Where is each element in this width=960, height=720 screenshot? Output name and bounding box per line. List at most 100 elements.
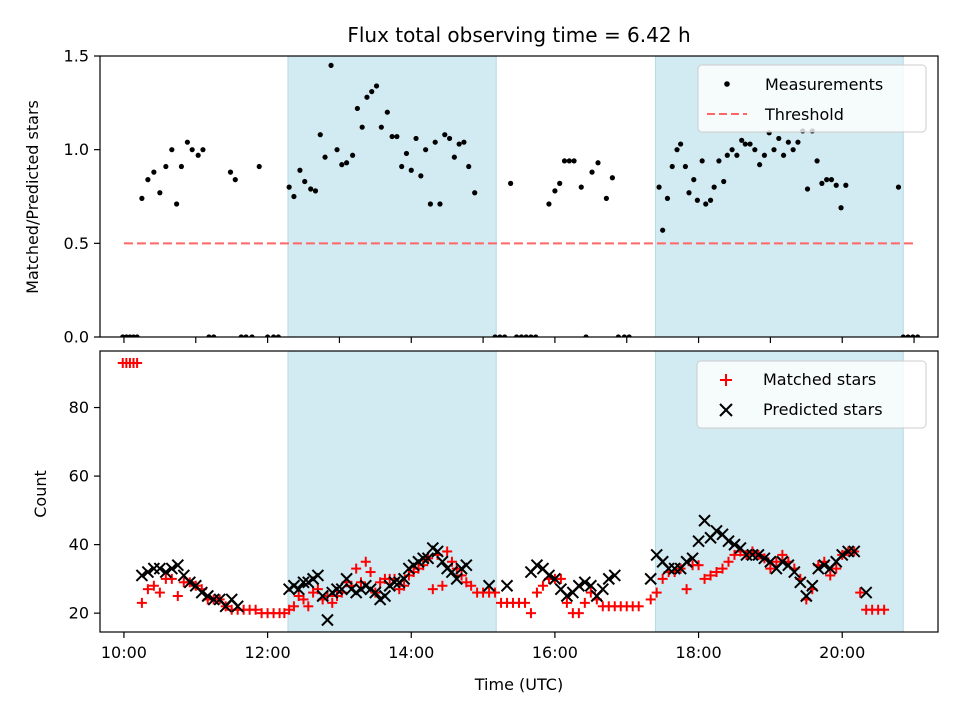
matched-star-point [351, 563, 362, 574]
measurement-point [184, 139, 190, 145]
predicted-star-point [460, 558, 473, 572]
matched-star-point [250, 604, 261, 615]
measurement-point [819, 180, 825, 186]
top-legend-box [697, 64, 927, 133]
predicted-star-point [818, 558, 831, 572]
measurement-point [238, 334, 244, 337]
measurement-point [384, 109, 390, 115]
matched-star-point [771, 556, 782, 567]
predicted-star-point [165, 562, 179, 575]
measurement-point [664, 195, 671, 201]
x-tick-label: 12:00 [245, 643, 291, 662]
predicted-star-point [806, 579, 819, 592]
measurement-point [408, 167, 414, 173]
measurement-point [804, 186, 811, 192]
predicted-star-point [445, 565, 459, 579]
matched-star-point [427, 584, 438, 595]
measurement-point [418, 173, 424, 179]
predicted-star-point [608, 569, 621, 582]
measurement-point [752, 147, 758, 153]
matched-star-point [442, 546, 453, 557]
matched-star-point [531, 587, 542, 598]
measurement-point [790, 147, 796, 153]
matched-star-point [699, 573, 710, 584]
measurement-point [492, 334, 498, 337]
measurement-point [716, 158, 722, 164]
measurement-point [571, 158, 577, 164]
matched-star-point [651, 587, 662, 598]
measurement-point [621, 334, 627, 337]
predicted-star-point [201, 589, 214, 603]
predicted-star-point [436, 555, 449, 568]
predicted-star-point [596, 582, 610, 596]
matched-star-point [693, 560, 704, 571]
measurement-point [518, 334, 524, 337]
predicted-star-point [578, 576, 592, 589]
measurement-point [232, 177, 238, 183]
measurement-point [200, 147, 206, 153]
matched-star-point [298, 594, 309, 605]
predicted-star-point [584, 579, 598, 592]
predicted-star-point [788, 565, 801, 579]
x-tick-label: 10:00 [101, 643, 147, 662]
measurement-point [139, 195, 145, 201]
y-tick-label: 20 [69, 604, 89, 623]
measurement-point [711, 184, 717, 190]
legend-predicted-marker [719, 403, 733, 417]
y-tick-label: 0.0 [64, 328, 89, 347]
measurement-point [691, 177, 697, 183]
predicted-star-point [335, 582, 349, 596]
measurement-point [466, 163, 472, 170]
predicted-star-point [758, 552, 771, 565]
measurement-point [528, 334, 534, 337]
measurement-point [615, 334, 621, 337]
measurement-point [761, 152, 768, 158]
measurement-point [497, 334, 503, 337]
matched-star-point [633, 601, 644, 612]
measurement-point [776, 135, 782, 142]
measurement-point [378, 124, 384, 130]
matched-star-point [705, 570, 716, 581]
measurement-point [660, 227, 666, 233]
measurement-point [703, 201, 709, 207]
predicted-star-point [698, 514, 711, 527]
measurement-point [291, 193, 297, 200]
top-legend: Measurements Threshold [697, 64, 927, 133]
predicted-star-point [800, 589, 813, 603]
measurement-point [189, 147, 195, 153]
measurement-point [145, 177, 151, 183]
shaded-interval [287, 55, 497, 338]
measurement-point [364, 94, 370, 100]
predicted-star-point [171, 558, 185, 572]
y-tick-label: 1.5 [64, 47, 89, 66]
measurement-point [432, 139, 438, 145]
matched-star-point [136, 597, 147, 608]
measurement-point [502, 334, 508, 337]
measurement-point [178, 163, 185, 170]
x-tick-label: 20:00 [819, 643, 865, 662]
measurement-point [256, 163, 262, 170]
matched-star-point [327, 597, 338, 608]
measurement-point [134, 334, 140, 337]
predicted-star-point [602, 572, 615, 586]
measurement-point [270, 334, 277, 337]
measurement-point [312, 188, 319, 194]
measurement-point [308, 186, 314, 192]
measurement-point [694, 197, 700, 203]
predicted-star-point [183, 576, 196, 589]
predicted-star-point [321, 613, 334, 627]
predicted-star-point [500, 579, 514, 592]
measurement-point [354, 105, 360, 112]
matched-star-point [831, 563, 842, 574]
matched-star-point [148, 580, 159, 591]
matched-star-point [879, 604, 890, 615]
top-y-ticks: 0.0 0.5 1.0 1.5 [64, 47, 100, 347]
measurement-point [249, 334, 255, 337]
matched-star-point [437, 580, 448, 591]
measurement-point [413, 135, 419, 142]
predicted-star-point [378, 589, 392, 603]
measurement-point [169, 147, 175, 153]
predicted-star-point [450, 572, 463, 586]
matched-star-point [657, 573, 668, 584]
